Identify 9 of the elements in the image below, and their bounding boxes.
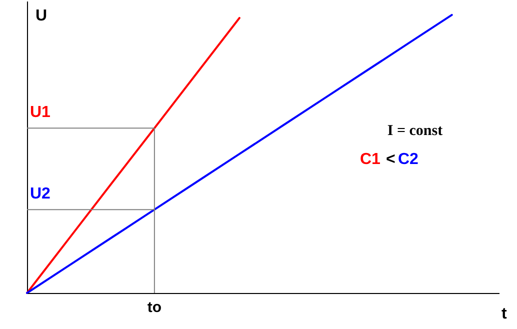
x-axis-title: t: [502, 306, 508, 322]
text: to: [147, 299, 162, 316]
ref-line-label: U1: [30, 104, 51, 122]
y-axis-title: U: [36, 8, 48, 24]
text: C1: [360, 151, 381, 168]
text: C2: [398, 151, 419, 168]
ref-line-label: U2: [30, 186, 51, 203]
annotation: I = const: [387, 123, 443, 139]
annotation: <: [386, 151, 396, 168]
